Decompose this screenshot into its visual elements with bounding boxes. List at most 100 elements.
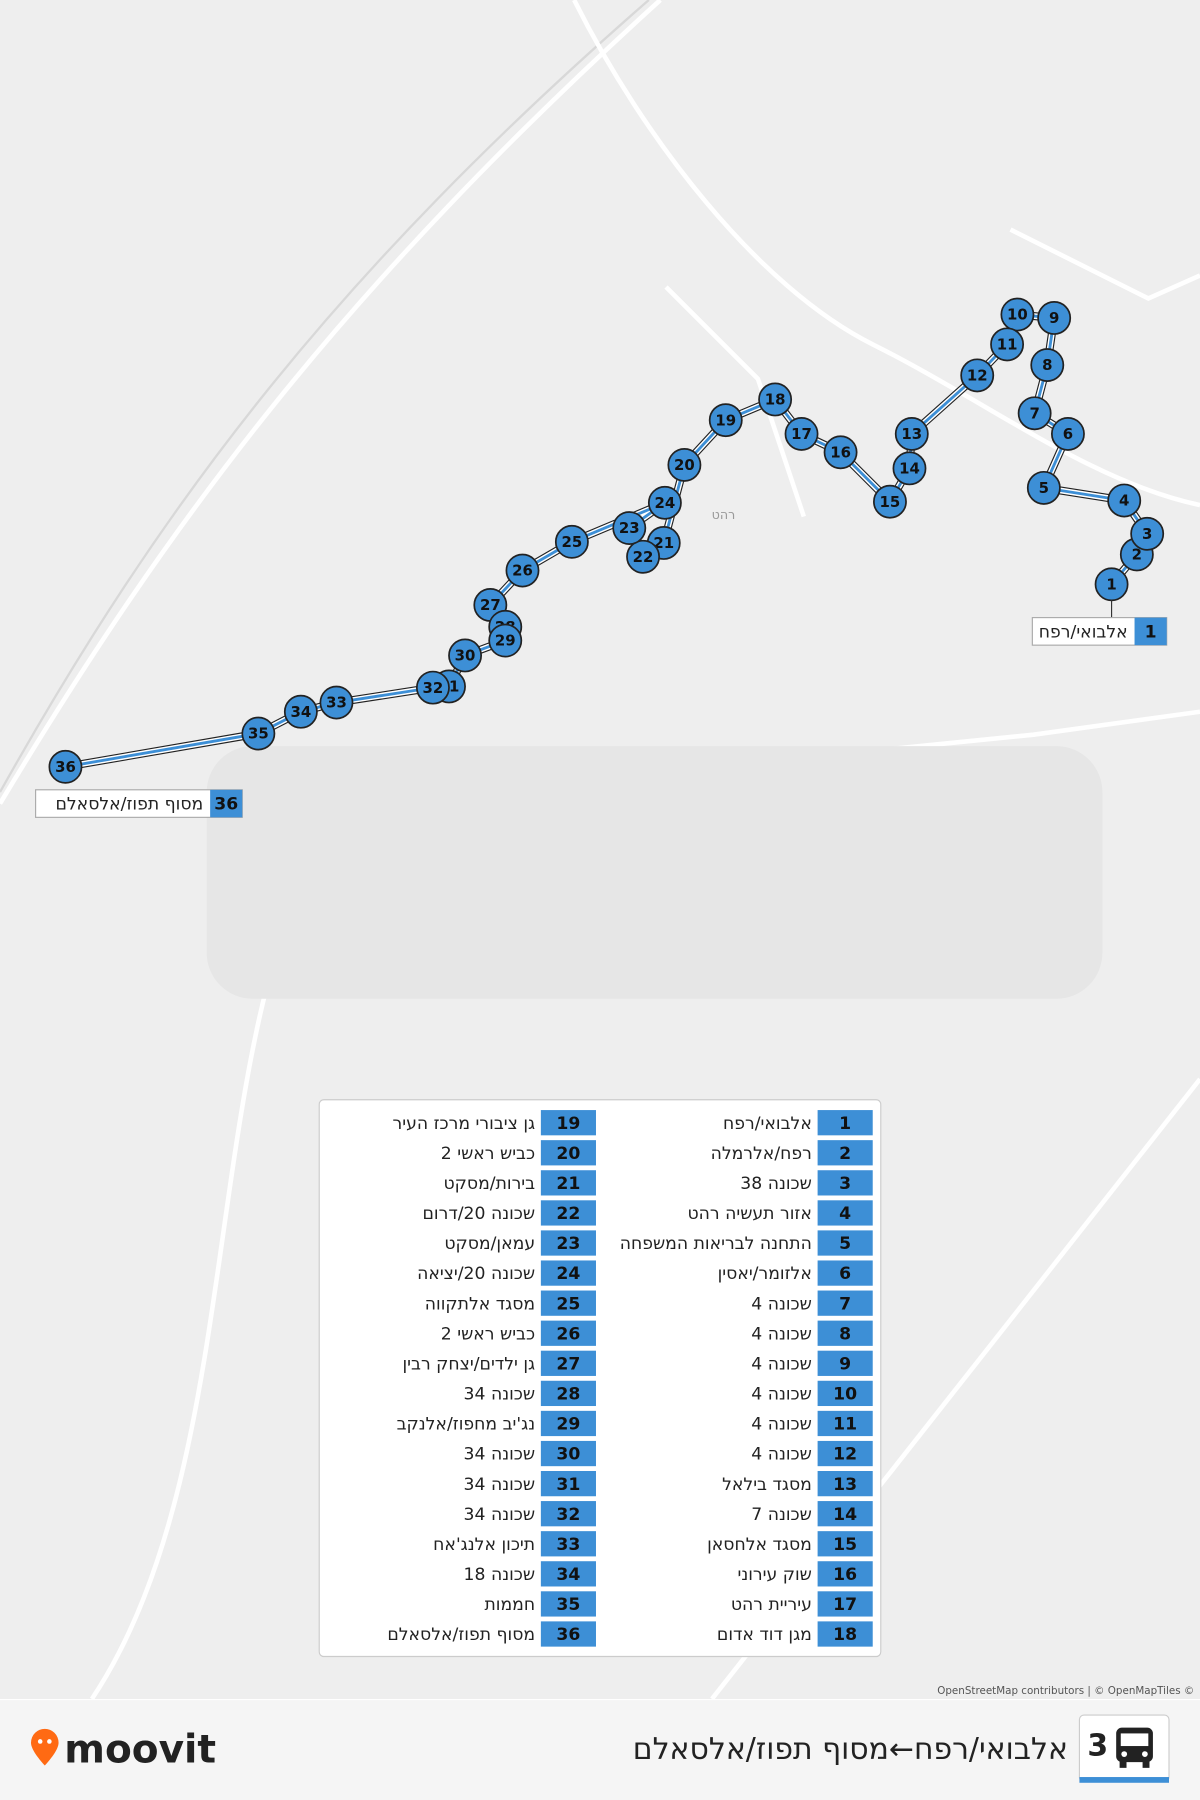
stop-marker-number: 26 xyxy=(512,562,533,580)
stop-list-number: 32 xyxy=(556,1505,580,1525)
stop-marker-number: 12 xyxy=(967,367,988,385)
stop-marker-number: 6 xyxy=(1063,425,1073,443)
stop-marker xyxy=(283,694,318,729)
stop-list-number-box xyxy=(540,1350,596,1376)
terminal-label-number: 36 xyxy=(214,795,238,815)
stop-list-number: 20 xyxy=(556,1144,580,1164)
stop-marker-number: 2 xyxy=(1132,546,1142,564)
stop-list-name: אלזומר/יאסין xyxy=(718,1264,812,1284)
stop-list-number-box xyxy=(817,1591,873,1617)
stop-marker-number: 29 xyxy=(495,632,516,650)
stop-list-number-box xyxy=(540,1621,596,1647)
logo-eye xyxy=(47,1739,52,1744)
stop-list-number-box xyxy=(540,1260,596,1286)
stop-marker-number: 24 xyxy=(655,494,676,512)
stop-marker-number: 4 xyxy=(1119,492,1129,510)
stop-list-number-box xyxy=(817,1230,873,1256)
stop-marker xyxy=(1000,297,1035,332)
stop-list-number: 35 xyxy=(556,1595,580,1615)
stop-marker-number: 5 xyxy=(1039,479,1049,497)
stop-marker-number: 21 xyxy=(653,534,674,552)
stop-list-panel xyxy=(318,1099,882,1658)
stop-list-number: 10 xyxy=(833,1385,857,1405)
logo-eye xyxy=(37,1739,43,1744)
stop-marker xyxy=(1037,301,1072,335)
stop-marker-number: 8 xyxy=(1042,356,1052,374)
stop-list-number-box xyxy=(540,1140,596,1166)
route-badge-underline xyxy=(1079,1777,1169,1783)
stop-marker-number: 32 xyxy=(423,679,444,697)
stop-marker-number: 27 xyxy=(480,596,501,614)
stop-marker xyxy=(894,416,929,451)
stop-marker xyxy=(448,638,483,673)
stop-list-number-box xyxy=(540,1470,596,1497)
stop-marker-number: 19 xyxy=(715,411,736,429)
stop-marker xyxy=(823,435,858,470)
stop-list-number-box xyxy=(540,1501,596,1527)
stop-list-number-box xyxy=(540,1561,596,1587)
stop-marker xyxy=(1017,396,1052,431)
stop-marker xyxy=(241,716,276,751)
stop-marker-number: 7 xyxy=(1029,404,1039,422)
stop-marker xyxy=(892,451,927,486)
stop-list-number-box xyxy=(540,1230,596,1256)
route-number: 3 xyxy=(1087,1729,1108,1764)
stop-marker-number: 16 xyxy=(830,443,851,461)
stop-list-number: 3 xyxy=(839,1174,851,1194)
stop-list-number: 34 xyxy=(556,1565,580,1585)
stop-list-name: שוק עירוני xyxy=(737,1565,811,1585)
stop-list-number-box xyxy=(817,1470,873,1497)
stop-list-number-box xyxy=(540,1410,596,1437)
stop-marker-number: 36 xyxy=(55,758,76,776)
stop-marker xyxy=(612,511,647,545)
stop-list-number-box xyxy=(817,1290,873,1316)
stop-marker-number: 1 xyxy=(1106,575,1116,593)
stop-list-number: 11 xyxy=(833,1415,857,1435)
stop-list-name: גן ציבורי מרכז העיר xyxy=(393,1114,536,1134)
stop-marker xyxy=(784,416,819,451)
stop-list-number-box xyxy=(817,1350,873,1376)
stop-list-name: שכונה 34 xyxy=(464,1385,536,1405)
stop-list-number: 29 xyxy=(556,1415,580,1435)
stop-list-number: 1 xyxy=(839,1114,851,1134)
stop-marker xyxy=(708,403,743,438)
stop-list-name: שכונה 34 xyxy=(464,1475,536,1495)
stop-list-number: 25 xyxy=(556,1294,580,1314)
stop-marker xyxy=(554,524,589,559)
stop-list-number-box xyxy=(540,1320,596,1346)
stop-list-number: 12 xyxy=(833,1445,857,1465)
stop-list-name: נג'יב מחפוז/אלנקב xyxy=(397,1415,536,1435)
stop-list-number-box xyxy=(817,1410,873,1437)
stop-marker xyxy=(1130,516,1165,551)
stop-marker-number: 3 xyxy=(1142,525,1152,543)
stop-list-number-box xyxy=(540,1591,596,1617)
attribution: OpenStreetMap contributors | © OpenMapTi… xyxy=(937,1685,1194,1697)
stop-list-name: שכונה 4 xyxy=(751,1294,812,1314)
stop-list-name: שכונה 20/דרום xyxy=(423,1204,536,1224)
stop-list-name: שכונה 4 xyxy=(751,1385,812,1405)
stop-list-number-box xyxy=(817,1380,873,1407)
stop-list-number-box xyxy=(540,1531,596,1557)
stop-list-number-box xyxy=(540,1110,596,1136)
stop-list-name: תיכון אלנג'אח xyxy=(433,1535,535,1555)
stop-list-number-box xyxy=(817,1320,873,1346)
terminal-labels: 1 אלבואי/רפח 36 מסוף תפוז/אלסאלם xyxy=(35,600,1168,818)
stop-marker-number: 22 xyxy=(633,548,654,566)
stop-list-number: 5 xyxy=(839,1234,851,1254)
stop-markers: 1234567891011121314151617181920212223242… xyxy=(48,297,1165,784)
stop-list-number-box xyxy=(817,1170,873,1196)
stop-marker xyxy=(758,382,793,417)
stop-list-name: אלבואי/רפח xyxy=(723,1114,812,1134)
town-label: רהט xyxy=(712,507,736,522)
stop-list-number-box xyxy=(817,1531,873,1557)
stop-list-number: 17 xyxy=(833,1595,857,1615)
stop-list-number: 18 xyxy=(833,1625,857,1645)
stop-list-number-box xyxy=(817,1440,873,1467)
stop-list-name: מסגד אלחסאן xyxy=(707,1535,812,1555)
stop-list-name: מסגד בילאל xyxy=(722,1475,812,1495)
stop-list-number: 31 xyxy=(556,1475,580,1495)
brand-name: moovit xyxy=(64,1727,216,1772)
stop-list-name: שכונה 4 xyxy=(751,1445,812,1465)
stop-list-name: התחנה לבריאות המשפחה xyxy=(620,1234,812,1254)
